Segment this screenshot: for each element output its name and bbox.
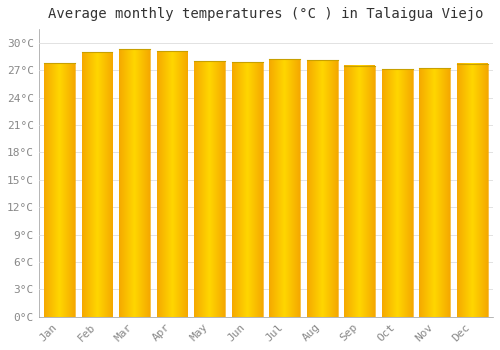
Title: Average monthly temperatures (°C ) in Talaigua Viejo: Average monthly temperatures (°C ) in Ta… — [48, 7, 484, 21]
